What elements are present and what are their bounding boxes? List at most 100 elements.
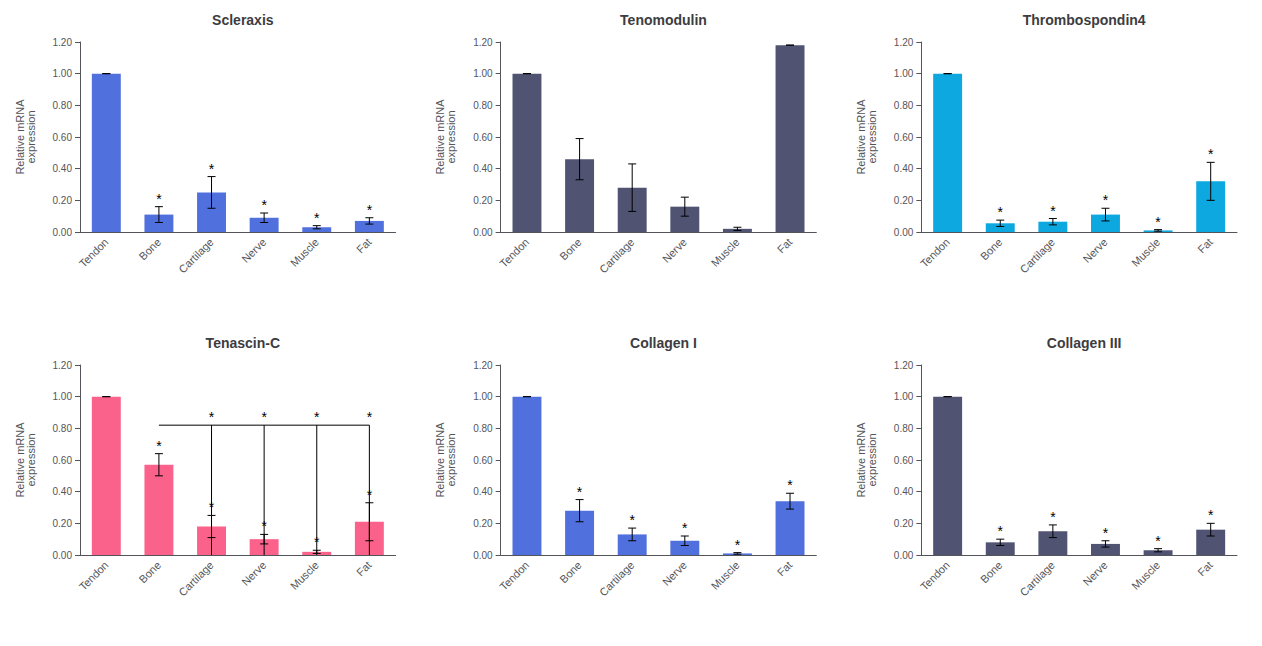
svg-text:Collagen III: Collagen III [1047,335,1122,351]
svg-text:0.20: 0.20 [473,195,493,206]
svg-text:Fat: Fat [1195,559,1215,579]
svg-text:1.00: 1.00 [473,68,493,79]
svg-text:*: * [156,438,162,454]
svg-text:Tendon: Tendon [918,236,952,270]
svg-text:Bone: Bone [557,559,584,586]
svg-text:1.20: 1.20 [53,360,73,371]
svg-text:*: * [1155,533,1161,549]
svg-text:0.00: 0.00 [894,227,914,238]
svg-text:Bone: Bone [978,559,1005,586]
svg-text:0.80: 0.80 [473,100,493,111]
svg-text:*: * [1103,192,1109,208]
svg-text:*: * [577,484,583,500]
svg-text:0.40: 0.40 [894,486,914,497]
svg-text:*: * [1155,214,1161,230]
svg-text:0.20: 0.20 [894,518,914,529]
svg-text:*: * [735,537,741,553]
svg-text:Cartilage: Cartilage [176,236,216,276]
svg-text:1.20: 1.20 [53,37,73,48]
svg-text:0.20: 0.20 [473,518,493,529]
svg-text:1.00: 1.00 [53,68,73,79]
svg-text:Nerve: Nerve [660,559,689,588]
svg-text:0.80: 0.80 [53,423,73,434]
svg-text:Muscle: Muscle [1129,236,1162,269]
svg-text:1.20: 1.20 [473,360,493,371]
svg-text:Nerve: Nerve [239,559,268,588]
svg-text:0.00: 0.00 [53,550,73,561]
svg-text:expression: expression [866,433,878,486]
svg-text:*: * [209,409,215,425]
svg-text:1.20: 1.20 [894,37,914,48]
svg-text:*: * [209,161,215,177]
svg-text:Cartilage: Cartilage [176,559,216,599]
svg-text:Tenomodulin: Tenomodulin [620,12,707,28]
svg-text:Fat: Fat [775,236,795,256]
svg-text:Tendon: Tendon [77,236,111,270]
svg-text:Bone: Bone [557,236,584,263]
svg-text:Cartilage: Cartilage [597,559,637,599]
svg-text:0.20: 0.20 [53,195,73,206]
svg-text:0.80: 0.80 [473,423,493,434]
svg-text:Tendon: Tendon [77,559,111,593]
svg-text:*: * [1208,507,1214,523]
svg-text:expression: expression [25,110,37,163]
svg-text:Muscle: Muscle [709,236,742,269]
svg-text:0.40: 0.40 [473,163,493,174]
svg-text:Collagen I: Collagen I [630,335,697,351]
svg-text:0.40: 0.40 [53,163,73,174]
svg-text:expression: expression [866,110,878,163]
svg-text:*: * [998,204,1004,220]
svg-text:0.60: 0.60 [894,455,914,466]
svg-text:0.00: 0.00 [473,227,493,238]
svg-text:Nerve: Nerve [1081,559,1110,588]
svg-text:0.40: 0.40 [53,486,73,497]
svg-text:1.20: 1.20 [894,360,914,371]
svg-text:0.60: 0.60 [473,455,493,466]
svg-text:Muscle: Muscle [288,559,321,592]
svg-text:*: * [1103,525,1109,541]
svg-text:0.00: 0.00 [53,227,73,238]
svg-text:*: * [156,191,162,207]
svg-text:*: * [1050,203,1056,219]
svg-text:1.00: 1.00 [894,391,914,402]
svg-text:*: * [261,409,267,425]
svg-text:*: * [787,477,793,493]
svg-text:Tendon: Tendon [918,559,952,593]
svg-text:0.80: 0.80 [894,423,914,434]
svg-text:0.60: 0.60 [473,132,493,143]
svg-text:0.20: 0.20 [894,195,914,206]
svg-text:Fat: Fat [354,559,374,579]
svg-text:0.80: 0.80 [53,100,73,111]
svg-text:Bone: Bone [137,559,164,586]
svg-text:0.00: 0.00 [894,550,914,561]
svg-text:Scleraxis: Scleraxis [212,12,274,28]
svg-text:*: * [367,409,373,425]
svg-text:Muscle: Muscle [1129,559,1162,592]
svg-text:0.00: 0.00 [473,550,493,561]
svg-text:1.20: 1.20 [473,37,493,48]
svg-text:expression: expression [25,433,37,486]
svg-text:0.60: 0.60 [53,132,73,143]
svg-text:0.20: 0.20 [53,518,73,529]
svg-text:0.40: 0.40 [894,163,914,174]
svg-text:Cartilage: Cartilage [1018,559,1058,599]
svg-text:Nerve: Nerve [660,236,689,265]
svg-text:Nerve: Nerve [239,236,268,265]
svg-text:*: * [261,197,267,213]
svg-text:1.00: 1.00 [894,68,914,79]
svg-text:Bone: Bone [978,236,1005,263]
svg-text:*: * [1208,146,1214,162]
svg-text:Thrombospondin4: Thrombospondin4 [1023,12,1146,28]
svg-text:Bone: Bone [137,236,164,263]
svg-text:Tenascin-C: Tenascin-C [206,335,280,351]
svg-text:1.00: 1.00 [473,391,493,402]
svg-text:*: * [314,210,320,226]
svg-text:Cartilage: Cartilage [597,236,637,276]
svg-text:*: * [1050,509,1056,525]
svg-text:*: * [367,202,373,218]
svg-text:Tendon: Tendon [497,236,531,270]
svg-text:1.00: 1.00 [53,391,73,402]
svg-text:expression: expression [445,110,457,163]
svg-text:Nerve: Nerve [1081,236,1110,265]
svg-text:*: * [682,520,688,536]
